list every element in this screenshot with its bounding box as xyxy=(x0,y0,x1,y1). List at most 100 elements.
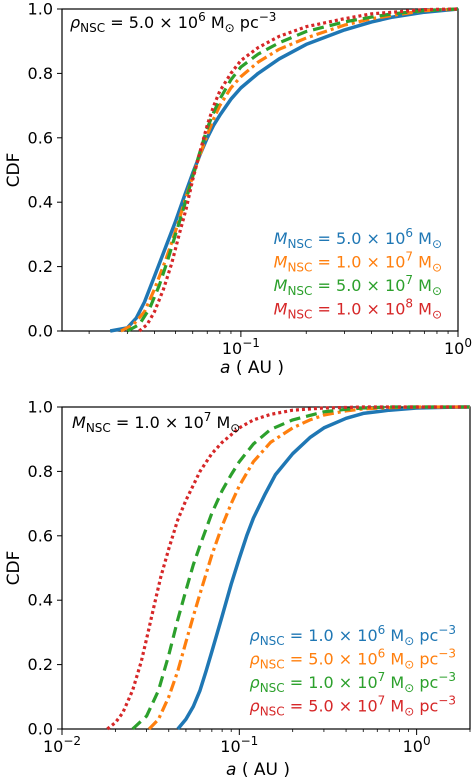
top-legend-name-unit: M xyxy=(413,276,432,295)
bottom-x-tick-exponent: −1 xyxy=(241,734,259,748)
top-x-axis-label: a ( AU ) xyxy=(220,358,284,378)
top-legend-name-unit-sub: ⊙ xyxy=(432,308,442,322)
top-series xyxy=(109,7,459,333)
top-legend-name-text: = 5.0 × 10 xyxy=(312,276,405,295)
top-x-tick-exponent: 0 xyxy=(464,336,472,350)
top-annotation-symbol: ρ xyxy=(70,13,80,32)
bottom-annotation-unit: M xyxy=(211,413,230,432)
top-y-tick-label: 1.0 xyxy=(28,0,53,19)
bottom-legend-name-sup: 7 xyxy=(378,694,386,708)
top-y-tick-label: 0.6 xyxy=(28,128,53,147)
bottom-legend-name-tail: pc xyxy=(414,697,438,716)
top-y-tick-label: 0.2 xyxy=(28,257,53,276)
top-legend-name-unit-sub: ⊙ xyxy=(432,284,442,298)
top-annotation-unit-subscript: ⊙ xyxy=(225,21,235,35)
top-legend: MNSC = 5.0 × 106 M⊙MNSC = 1.0 × 107 M⊙MN… xyxy=(274,226,442,322)
bottom-legend-entry: ρNSC = 1.0 × 107 M⊙ pc−3 xyxy=(250,670,456,695)
top-annotation-subscript: NSC xyxy=(80,21,105,35)
bottom-legend-name-sym: ρ xyxy=(250,673,260,692)
top-legend-name-sub: NSC xyxy=(287,237,312,251)
bottom-annotation: MNSC = 1.0 × 107 M⊙ xyxy=(72,410,240,435)
bottom-series xyxy=(106,405,471,731)
bottom-legend-name-sup: 7 xyxy=(378,670,386,684)
top-legend-name-sym: M xyxy=(274,276,288,295)
top-legend-entry: MNSC = 1.0 × 108 M⊙ xyxy=(274,297,442,322)
bottom-legend-name-tail-sup: −3 xyxy=(438,670,456,684)
top-plot-frame xyxy=(61,8,459,332)
top-legend-name-sub: NSC xyxy=(287,261,312,275)
bottom-legend-name-sym: ρ xyxy=(250,650,260,669)
top-series-red-line xyxy=(138,7,459,333)
top-legend-name-unit-sub: ⊙ xyxy=(432,237,442,251)
bottom-annotation-symbol: M xyxy=(72,413,86,432)
bottom-legend-name-tail: pc xyxy=(414,673,438,692)
top-x-axis-label-unit: ( AU ) xyxy=(230,358,284,378)
top-series-orange-line xyxy=(120,7,459,333)
bottom-y-tick-label: 1.0 xyxy=(28,398,53,417)
bottom-x-tick-exponent: −2 xyxy=(63,734,81,748)
bottom-legend-name-sub: NSC xyxy=(260,658,285,672)
top-annotation: ρNSC = 5.0 × 106 M⊙ pc−3 xyxy=(70,10,276,35)
top-y-tick-label: 0.4 xyxy=(28,193,53,212)
bottom-legend-name-text: = 1.0 × 10 xyxy=(285,673,378,692)
top-legend-entry: MNSC = 5.0 × 107 M⊙ xyxy=(274,273,442,298)
bottom-legend-entry: ρNSC = 1.0 × 106 M⊙ pc−3 xyxy=(250,623,456,648)
bottom-legend-name-tail: pc xyxy=(414,626,438,645)
bottom-x-axis-label-unit: ( AU ) xyxy=(236,760,290,779)
bottom-legend-name-unit-sub: ⊙ xyxy=(404,681,414,695)
top-x-tick-label: 10−1 xyxy=(222,336,260,358)
bottom-x-tick-base: 10 xyxy=(43,737,63,756)
bottom-legend-name-unit: M xyxy=(385,673,404,692)
bottom-legend-name-unit: M xyxy=(385,626,404,645)
bottom-legend-name-text: = 1.0 × 10 xyxy=(285,626,378,645)
bottom-y-tick-label: 0.0 xyxy=(28,720,53,739)
bottom-legend-name-sup: 6 xyxy=(378,623,386,637)
top-legend-name-sup: 7 xyxy=(405,273,413,287)
bottom-y-axis-label: CDF xyxy=(4,551,24,586)
top-legend-name-text: = 1.0 × 10 xyxy=(312,253,405,272)
bottom-panel: 0.00.20.40.60.81.010−2 10−1 100 MNSC = 1.0… xyxy=(4,398,471,779)
bottom-legend-name-tail: pc xyxy=(414,650,438,669)
bottom-x-tick-exponent: 0 xyxy=(423,734,431,748)
top-annotation-tail-exponent: −3 xyxy=(259,10,277,24)
top-legend-entry: MNSC = 5.0 × 106 M⊙ xyxy=(274,226,442,251)
bottom-legend-name-tail-sup: −3 xyxy=(438,694,456,708)
bottom-legend-name-sub: NSC xyxy=(260,705,285,719)
bottom-series-red-line xyxy=(106,405,470,731)
top-legend-name-unit-sub: ⊙ xyxy=(432,261,442,275)
top-legend-entry: MNSC = 1.0 × 107 M⊙ xyxy=(274,250,442,275)
top-legend-name-sym: M xyxy=(274,253,288,272)
bottom-annotation-unit-subscript: ⊙ xyxy=(230,421,240,435)
bottom-legend-entry: ρNSC = 5.0 × 107 M⊙ pc−3 xyxy=(250,694,456,719)
bottom-legend-name-sup: 6 xyxy=(378,647,386,661)
bottom-y-tick-label: 0.2 xyxy=(28,655,53,674)
top-series-green-line xyxy=(126,7,459,333)
bottom-x-axis-label: a ( AU ) xyxy=(226,760,290,779)
top-legend-name-unit: M xyxy=(413,253,432,272)
top-legend-name-unit: M xyxy=(413,229,432,248)
bottom-axes: 0.00.20.40.60.81.010−2 10−1 100 xyxy=(28,398,471,756)
top-legend-name-text: = 5.0 × 10 xyxy=(312,229,405,248)
bottom-legend-name-sym: ρ xyxy=(250,697,260,716)
bottom-x-axis-label-symbol: a xyxy=(226,760,236,779)
bottom-x-tick-base: 10 xyxy=(403,737,423,756)
top-legend-name-sub: NSC xyxy=(287,308,312,322)
top-legend-name-sup: 8 xyxy=(405,297,413,311)
bottom-x-tick-label: 10−2 xyxy=(43,734,81,756)
top-annotation-exponent: 6 xyxy=(198,10,206,24)
bottom-annotation-exponent: 7 xyxy=(204,410,212,424)
top-legend-name-unit: M xyxy=(413,300,432,319)
bottom-legend-name-sub: NSC xyxy=(260,634,285,648)
bottom-legend-name-unit-sub: ⊙ xyxy=(404,705,414,719)
bottom-annotation-value: = 1.0 × 10 xyxy=(111,413,204,432)
top-legend-name-sym: M xyxy=(274,229,288,248)
bottom-x-tick-label: 100 xyxy=(403,734,431,756)
top-legend-name-text: = 1.0 × 10 xyxy=(312,300,405,319)
top-x-tick-label: 100 xyxy=(444,336,472,358)
top-y-axis-label: CDF xyxy=(4,153,24,188)
top-legend-name-sup: 7 xyxy=(405,250,413,264)
bottom-legend-name-unit: M xyxy=(385,650,404,669)
bottom-legend-name-sym: ρ xyxy=(250,626,260,645)
